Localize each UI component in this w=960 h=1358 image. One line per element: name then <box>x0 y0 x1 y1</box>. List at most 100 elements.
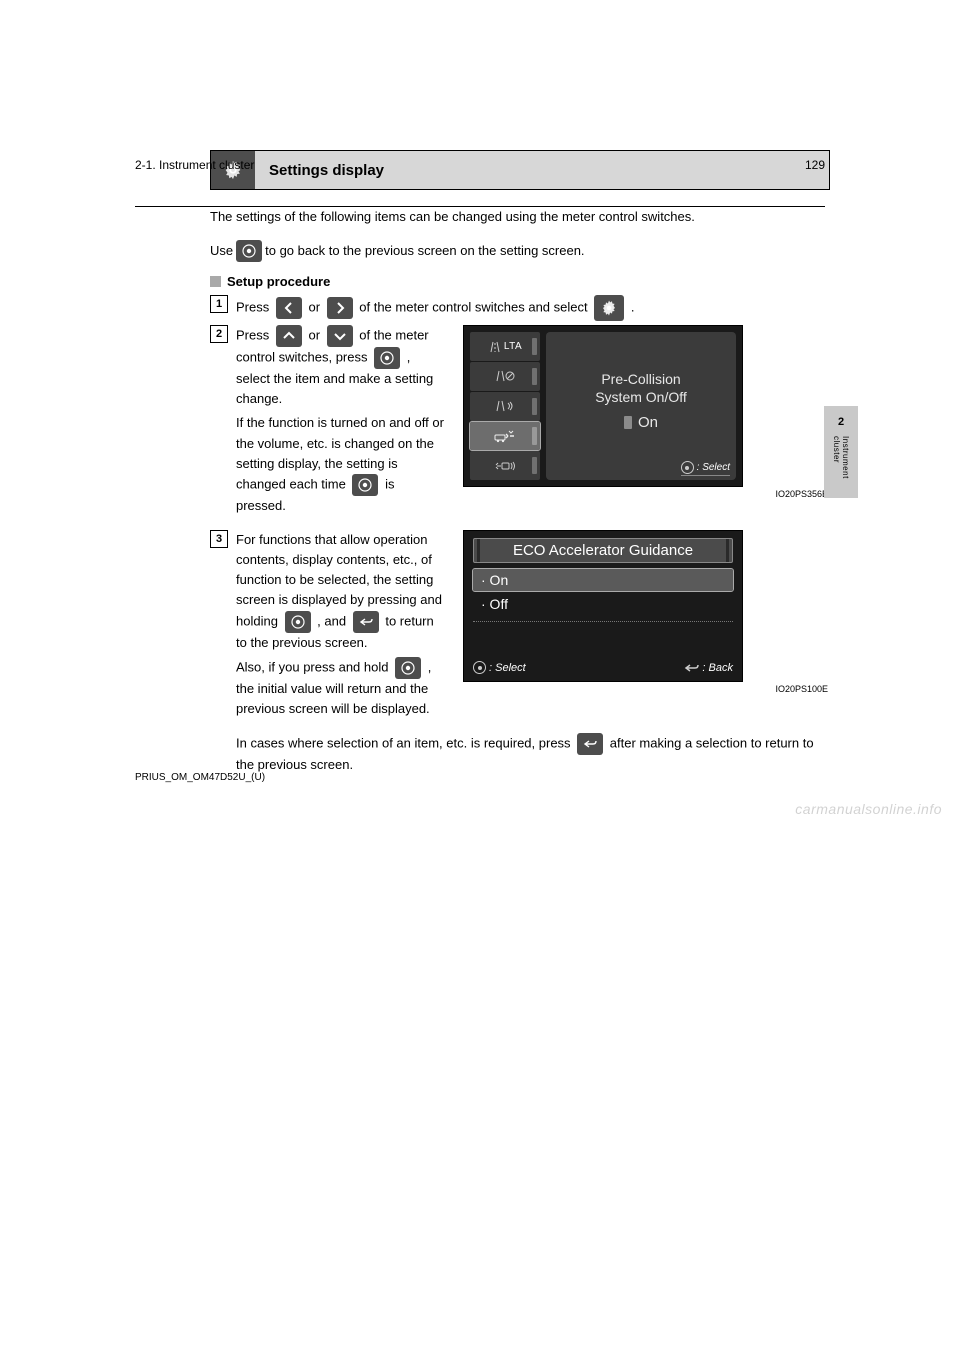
center-press-icon <box>473 661 486 674</box>
screen2-caption: IO20PS100E <box>463 682 830 694</box>
note-line: Use to go back to the previous screen on… <box>210 240 830 262</box>
screen2-title: ECO Accelerator Guidance <box>473 538 733 563</box>
note-prefix: Use <box>210 241 233 261</box>
speed-limit-icon <box>494 369 516 383</box>
lane-icon <box>488 340 502 354</box>
step-3: 3 For functions that allow operation con… <box>210 530 445 653</box>
center-press-icon <box>352 474 378 496</box>
step-2-right: LTA <box>463 325 830 520</box>
step-2: 2 Press or of the meter control switches… <box>210 325 445 409</box>
tab-number: 2 <box>838 416 844 428</box>
square-bullet-icon <box>210 276 221 287</box>
down-arrow-icon <box>327 325 353 347</box>
step2-para-a-text: If the function is turned on and off or … <box>236 415 444 491</box>
center-press-icon <box>374 347 400 369</box>
trailing-a: In cases where selection of an item, etc… <box>236 735 574 750</box>
screen1-body: LTA <box>464 326 742 486</box>
header-rule <box>135 206 825 207</box>
step-number-1: 1 <box>210 295 228 313</box>
header-section: 2-1. Instrument cluster <box>135 158 254 172</box>
step3-para-b: Also, if you press and hold , the initia… <box>210 657 445 719</box>
step-1-body: Press or of the meter control switches a… <box>236 295 830 321</box>
screen1-item-lta: LTA <box>470 332 540 361</box>
screen1-select-text: : Select <box>697 462 730 473</box>
page-number: 129 <box>805 158 825 172</box>
tab-label: Instrument cluster <box>832 436 850 498</box>
scrollbar-indicator <box>532 427 537 444</box>
screen-mock-1: LTA <box>463 325 743 487</box>
page-footer: PRIUS_OM_OM47D52U_(U) <box>135 772 265 783</box>
sub-heading-label: Setup procedure <box>227 274 330 289</box>
step-number-3: 3 <box>210 530 228 548</box>
step1-text-c: . <box>631 300 635 315</box>
screen1-title-a: Pre-Collision <box>601 371 680 387</box>
side-tab: 2 Instrument cluster <box>824 406 858 498</box>
note-suffix: to go back to the previous screen on the… <box>265 241 584 261</box>
screen1-detail: Pre-Collision System On/Off On : Select <box>546 332 736 480</box>
screen2-footer: : Select : Back <box>473 657 733 674</box>
screen-mock-2: ECO Accelerator Guidance · On · Off : Se… <box>463 530 743 682</box>
center-press-icon <box>236 240 262 262</box>
step3-text-and: , and <box>317 613 350 628</box>
screen2-select-text: : Select <box>489 662 526 674</box>
step3-para-b-a: Also, if you press and hold <box>236 659 392 674</box>
pcs-icon <box>493 429 517 443</box>
intro-text: The settings of the following items can … <box>210 208 830 226</box>
page-header: 2-1. Instrument cluster 129 <box>135 158 825 172</box>
center-press-icon <box>395 657 421 679</box>
screen2-back-hint: : Back <box>683 662 733 674</box>
step2-a: Press <box>236 328 273 343</box>
step2-or: or <box>308 328 323 343</box>
trailing-para: In cases where selection of an item, etc… <box>210 733 830 775</box>
screen2-back-text: : Back <box>702 662 733 674</box>
scrollbar-indicator <box>532 338 537 355</box>
lta-label: LTA <box>504 341 522 352</box>
step-2-left: 2 Press or of the meter control switches… <box>210 325 445 520</box>
center-press-icon <box>681 461 694 474</box>
center-press-icon <box>285 611 311 633</box>
step-3-left: 3 For functions that allow operation con… <box>210 530 445 723</box>
manual-page: 2-1. Instrument cluster 129 2 Instrument… <box>0 0 960 835</box>
screen2-option-off: · Off <box>473 593 733 615</box>
screen1-title: Pre-Collision System On/Off <box>595 370 687 406</box>
back-press-icon <box>353 611 379 633</box>
screen1-caption: IO20PS356E <box>463 487 830 499</box>
screen2-divider <box>473 621 733 657</box>
back-icon <box>683 662 699 674</box>
scrollbar-indicator <box>532 398 537 415</box>
status-indicator-icon <box>624 416 632 429</box>
step1-text-or: or <box>308 300 323 315</box>
step1-text-a: Press <box>236 300 273 315</box>
parking-sensor-icon <box>493 459 517 473</box>
screen1-status-text: On <box>638 414 658 431</box>
scrollbar-indicator <box>532 368 537 385</box>
right-arrow-icon <box>327 297 353 319</box>
screen1-select-hint: : Select <box>681 461 730 476</box>
alert-sound-icon <box>494 399 516 413</box>
screen1-menu: LTA <box>470 332 540 480</box>
step-number-2: 2 <box>210 325 228 343</box>
screen2-select-hint: : Select <box>473 661 526 674</box>
up-arrow-icon <box>276 325 302 347</box>
step-1: 1 Press or of the meter control switches… <box>210 295 830 321</box>
step-3-body: For functions that allow operation conte… <box>236 530 445 653</box>
left-arrow-icon <box>276 297 302 319</box>
step2-para-a: If the function is turned on and off or … <box>210 413 445 516</box>
screen1-title-b: System On/Off <box>595 389 687 405</box>
screen2-option-on: · On <box>473 569 733 591</box>
sub-heading: Setup procedure <box>210 274 830 289</box>
step-3-row: 3 For functions that allow operation con… <box>210 530 830 723</box>
screen1-item-2 <box>470 362 540 391</box>
screen1-item-pcs <box>470 422 540 451</box>
scrollbar-indicator <box>532 457 537 474</box>
watermark: carmanualsonline.info <box>795 801 942 817</box>
step1-text-b: of the meter control switches and select <box>359 300 591 315</box>
screen1-item-3 <box>470 392 540 421</box>
back-press-icon <box>577 733 603 755</box>
screen2-body: ECO Accelerator Guidance · On · Off : Se… <box>464 531 742 681</box>
step-2-row: 2 Press or of the meter control switches… <box>210 325 830 520</box>
step-3-right: ECO Accelerator Guidance · On · Off : Se… <box>463 530 830 723</box>
screen1-status: On <box>624 414 658 431</box>
step-2-body: Press or of the meter control switches, … <box>236 325 445 409</box>
gear-tile-icon <box>594 295 624 321</box>
